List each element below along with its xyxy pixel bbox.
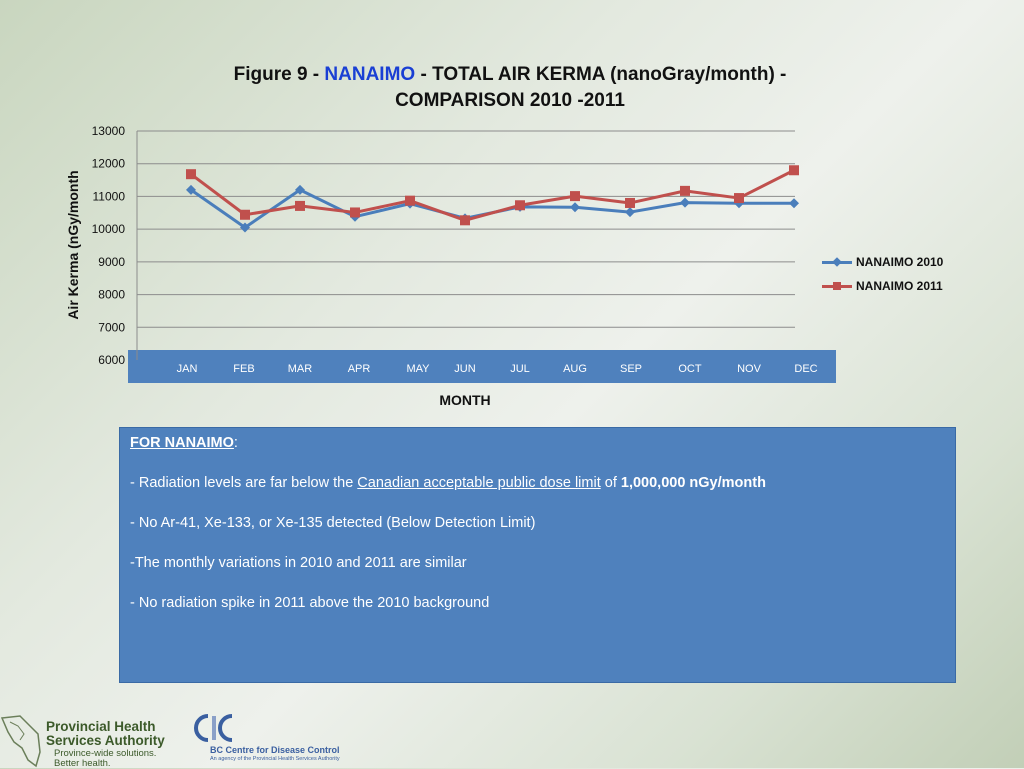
series-line-2011 [190,168,795,222]
y-tick-label: 10000 [92,222,126,236]
data-point-2011 [460,215,470,226]
y-tick-label: 6000 [98,353,125,367]
title-suffix: - TOTAL AIR KERMA (nanoGray/month) - [415,64,787,85]
legend-label-2010: NANAIMO 2010 [856,255,944,269]
data-point-2011 [515,200,525,211]
notes-heading-colon: : [233,435,238,451]
data-point-2011 [295,200,305,211]
note-line-3: -The monthly variations in 2010 and 2011… [130,555,467,571]
y-tick-label: 12000 [92,157,126,171]
y-tick-label: 9000 [98,255,125,269]
note-line-1-mid: of [600,475,621,491]
note-line-2: - No Ar-41, Xe-133, or Xe-135 detected (… [130,515,536,531]
legend-swatch-2011 [822,279,852,293]
x-tick-label: JUL [510,363,530,375]
data-point-2011 [570,191,580,202]
x-tick-label: JAN [177,363,198,375]
data-point-2011 [186,169,196,180]
note-line-4: - No radiation spike in 2011 above the 2… [130,595,490,611]
data-point-2010 [295,184,305,195]
chart-legend: NANAIMO 2010 NANAIMO 2011 [822,250,943,298]
y-tick-label: 7000 [98,320,125,334]
y-tick-label: 13000 [92,124,126,138]
x-tick-label: MAY [406,363,430,375]
legend-item-2010: NANAIMO 2010 [822,250,943,274]
x-axis-label: MONTH [439,392,491,408]
bccdc-subtitle: An agency of the Provincial Health Servi… [210,756,340,762]
data-point-2011 [240,209,250,220]
bccdc-logo-icon [194,714,233,742]
x-tick-label: NOV [737,363,762,375]
x-tick-label: FEB [233,363,254,375]
bccdc-name: BC Centre for Disease Control [210,745,340,755]
x-tick-label: AUG [563,363,587,375]
y-tick-label: 11000 [93,189,126,203]
y-axis-label: Air Kerma (nGy/month [65,170,81,320]
chart-title: Figure 9 - NANAIMO - TOTAL AIR KERMA (na… [150,62,870,114]
dose-limit-link[interactable]: Canadian acceptable public dose limit [357,475,601,491]
title-line2: COMPARISON 2010 -2011 [395,90,625,111]
phsa-logo-icon [0,715,41,768]
data-point-2010 [789,198,799,209]
x-tick-label: DEC [794,363,817,375]
phsa-name: Provincial Health Services Authority [46,719,165,748]
x-tick-label: MAR [288,363,313,375]
data-point-2010 [625,207,635,218]
y-tick-label: 8000 [98,288,125,302]
data-point-2010 [240,222,250,233]
data-point-2011 [789,165,799,176]
data-point-2011 [405,195,415,206]
data-point-2011 [625,197,635,208]
note-line-1-value: 1,000,000 nGy/month [620,475,766,491]
data-point-2011 [350,207,360,218]
x-tick-label: JUN [454,363,475,375]
legend-item-2011: NANAIMO 2011 [822,274,943,298]
data-point-2011 [680,185,690,196]
data-point-2011 [734,193,744,204]
x-tick-label: SEP [620,363,642,375]
x-tick-label: OCT [678,363,702,375]
notes-heading: FOR NANAIMO [130,435,234,451]
notes-panel: FOR NANAIMO: - Radiation levels are far … [119,427,956,683]
data-point-2010 [680,197,690,208]
phsa-tagline: Province-wide solutions. Better health. [54,748,157,769]
legend-swatch-2010 [822,255,852,269]
data-point-2010 [186,184,196,195]
note-line-1-text: - Radiation levels are far below the [130,475,358,491]
note-line-1: - Radiation levels are far below the Can… [130,474,945,492]
title-accent: NANAIMO [324,64,416,85]
month-axis-band [128,350,836,383]
title-prefix: Figure 9 - [233,64,325,85]
legend-label-2011: NANAIMO 2011 [856,279,943,293]
x-tick-label: APR [348,363,371,375]
data-point-2010 [570,202,580,213]
